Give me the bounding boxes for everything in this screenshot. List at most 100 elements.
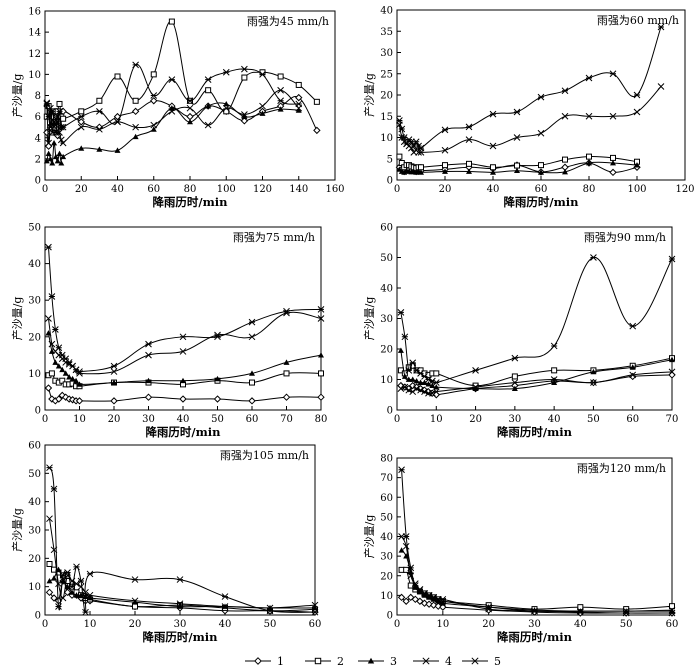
data-point [609,112,617,120]
data-point [538,162,544,169]
data-point [405,366,413,374]
data-point [150,97,158,105]
data-point [266,607,274,615]
x-tick-label: 60 [309,619,322,630]
data-point [668,606,676,614]
data-point [397,385,405,393]
series-5 [397,254,676,386]
data-point [47,155,54,162]
data-point [259,110,266,116]
data-point [311,601,319,609]
data-point [668,371,676,379]
data-point [585,74,593,82]
chart-title: 雨强为105 mm/h [220,449,309,462]
x-tick-label: 20 [129,619,142,630]
data-point [43,100,51,108]
legend-item-1: 1 [245,655,284,668]
data-point [413,385,420,393]
data-point [240,117,249,125]
data-point [49,160,56,166]
data-point [55,395,63,403]
data-point [398,466,405,474]
data-point [132,61,139,69]
data-point [514,162,520,169]
data-point [50,485,58,493]
data-point [551,367,558,374]
data-point [466,160,472,167]
data-point [55,580,62,588]
y-tick-label: 20 [28,554,41,565]
data-point [110,397,118,405]
data-point [610,154,616,161]
data-point [439,600,446,606]
legend-label: 4 [445,655,452,668]
chart-title: 雨强为75 mm/h [233,231,315,244]
data-point [179,395,187,403]
data-point [586,160,592,166]
data-point [60,578,66,584]
y-tick-label: 4 [35,133,41,144]
data-point [397,593,406,602]
series-line [48,333,322,385]
x-axis-label: 降雨历时/min [145,425,221,439]
x-tick-label: 40 [219,619,232,630]
data-point [50,594,58,602]
data-point [56,100,63,107]
y-tick-label: 10 [28,70,41,81]
data-point [551,379,558,385]
y-tick-label: 50 [28,469,41,480]
data-point [396,117,403,124]
data-point [413,366,420,374]
data-point [76,368,83,375]
data-point [514,167,520,174]
y-tick-label: 6 [35,112,41,123]
legend-item-3: 3 [358,655,397,668]
data-point [150,121,158,129]
data-point [56,107,63,115]
series-3 [396,160,640,175]
data-point [214,333,221,341]
legend-item-5: 5 [462,655,501,668]
data-point [48,107,56,115]
series-line [46,89,300,145]
data-point [432,379,440,386]
data-point [622,609,630,617]
data-point [416,597,424,605]
data-point [77,118,85,126]
x-tick-label: 80 [315,414,328,425]
data-point [56,150,63,156]
data-point [96,125,103,133]
data-point [283,307,290,315]
data-point [44,384,53,392]
series-2 [45,370,324,390]
x-axis-label: 降雨历时/min [497,630,573,644]
series-3 [43,100,302,166]
data-point [429,382,436,388]
data-point [633,108,641,116]
data-point [221,593,229,600]
data-point [433,384,440,390]
data-point [73,592,80,598]
data-point [657,83,665,90]
data-point [513,108,521,116]
data-point [317,305,325,313]
data-point [46,515,53,523]
data-point [69,375,76,382]
data-point [76,381,83,387]
data-point [145,351,152,359]
data-point [609,168,617,177]
data-point [52,129,60,136]
data-point [248,333,256,341]
series-1 [44,384,325,405]
data-point [485,605,493,613]
data-point [538,169,544,175]
x-tick-label: 60 [535,184,548,195]
data-point [421,592,428,598]
legend: 1 2 3 4 5 [245,655,501,668]
data-point [550,342,558,350]
data-point [114,118,121,126]
data-point [58,160,65,166]
data-point [86,591,94,599]
data-point [466,168,472,174]
data-point [96,146,103,152]
